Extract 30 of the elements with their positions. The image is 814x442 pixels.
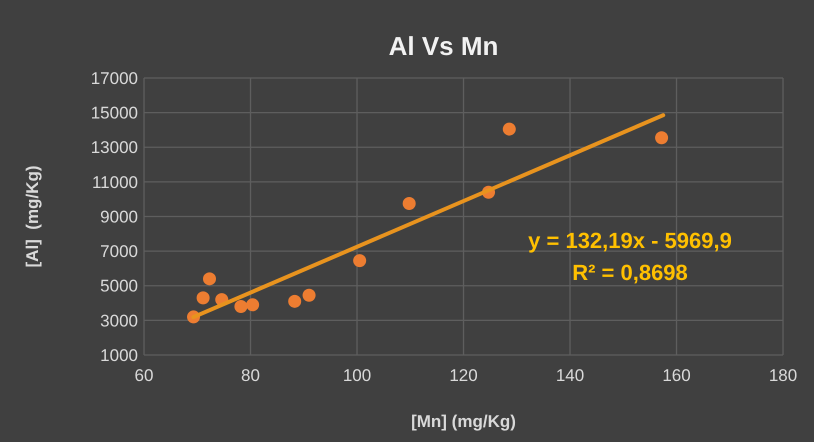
x-tick-label: 100: [342, 366, 372, 385]
y-tick-label: 9000: [100, 207, 138, 226]
point: [655, 131, 668, 144]
y-tick-label: 15000: [90, 104, 138, 123]
y-tick-label: 3000: [100, 311, 138, 330]
point: [502, 122, 516, 136]
point: [234, 300, 248, 314]
point: [202, 272, 216, 286]
annotation: y = 132,19x - 5969,9 R² = 0,8698: [528, 228, 732, 285]
y-tick-label: 11000: [92, 172, 138, 192]
point: [288, 294, 302, 308]
y-tick-label: 7000: [100, 242, 138, 262]
x-tick-label: 80: [241, 366, 260, 385]
x-tick-label: 120: [449, 366, 478, 385]
x-tick-label: 180: [768, 366, 798, 385]
point: [402, 197, 416, 210]
x-tick-label: 160: [662, 366, 691, 385]
x-tick-label: 60: [134, 366, 154, 385]
point: [196, 291, 210, 304]
point: [353, 254, 366, 268]
x-axis-title: [Mn] (mg/Kg): [411, 412, 516, 431]
point: [246, 298, 260, 312]
y-axis-title: [Al] (mg/Kg): [23, 166, 42, 268]
chart-title: Al Vs Mn: [388, 31, 498, 61]
x-tick-label: 140: [556, 366, 584, 385]
y-tick-label: 1000: [100, 346, 138, 365]
y-tick-label: 5000: [100, 276, 138, 296]
y-tick-label: 17000: [90, 68, 138, 88]
y-tick-label: 13000: [90, 138, 138, 158]
point: [302, 288, 316, 302]
